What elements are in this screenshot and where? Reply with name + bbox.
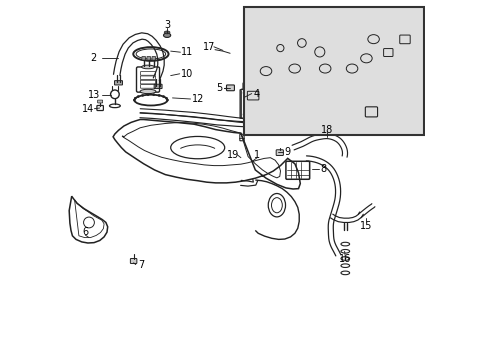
Text: 4: 4 <box>254 89 260 99</box>
Ellipse shape <box>141 65 154 69</box>
Text: 8: 8 <box>320 164 326 174</box>
Circle shape <box>166 99 168 101</box>
Text: 2: 2 <box>90 53 96 63</box>
FancyBboxPatch shape <box>154 84 162 89</box>
Text: 9: 9 <box>284 147 290 157</box>
Ellipse shape <box>140 89 156 94</box>
Text: 3: 3 <box>163 20 170 30</box>
FancyBboxPatch shape <box>142 57 145 60</box>
Text: 15: 15 <box>359 221 371 231</box>
Circle shape <box>243 113 245 116</box>
FancyBboxPatch shape <box>114 81 122 85</box>
Text: 12: 12 <box>191 94 203 104</box>
FancyBboxPatch shape <box>276 150 283 156</box>
Circle shape <box>152 94 155 96</box>
Text: 19: 19 <box>226 150 239 160</box>
FancyBboxPatch shape <box>98 100 102 103</box>
Text: 7: 7 <box>138 260 143 270</box>
Circle shape <box>158 94 160 96</box>
Circle shape <box>162 95 164 98</box>
Circle shape <box>137 95 139 98</box>
Circle shape <box>133 99 135 101</box>
Text: 14: 14 <box>81 104 94 114</box>
FancyBboxPatch shape <box>130 258 137 264</box>
Text: 18: 18 <box>321 125 333 135</box>
Text: 10: 10 <box>181 69 193 79</box>
Bar <box>244 7 423 135</box>
Circle shape <box>134 97 136 99</box>
Text: 5: 5 <box>216 83 222 93</box>
Text: 11: 11 <box>181 47 193 57</box>
Circle shape <box>243 91 245 94</box>
FancyBboxPatch shape <box>226 85 234 91</box>
Ellipse shape <box>164 31 170 34</box>
FancyBboxPatch shape <box>152 57 155 60</box>
Circle shape <box>141 94 143 96</box>
Text: 6: 6 <box>82 227 88 237</box>
Text: 13: 13 <box>88 90 100 100</box>
Circle shape <box>165 97 167 99</box>
Text: 16: 16 <box>339 254 351 264</box>
Circle shape <box>146 94 149 96</box>
Ellipse shape <box>163 33 170 37</box>
FancyBboxPatch shape <box>146 57 150 60</box>
Text: 17: 17 <box>203 42 215 52</box>
Text: 1: 1 <box>254 150 260 160</box>
